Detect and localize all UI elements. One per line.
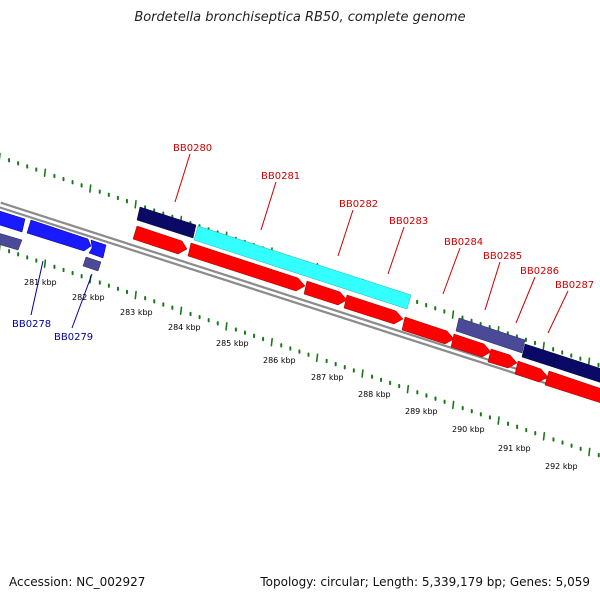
gene-label-bb0279[interactable]: BB0279	[54, 332, 93, 343]
inner-scale-major-tick	[406, 384, 410, 394]
tick-label-281: 281 kbp	[24, 278, 57, 287]
outer-scale-major-tick	[542, 341, 545, 351]
tick-label-285: 285 kbp	[216, 339, 249, 348]
genome-summary-text: Topology: circular; Length: 5,339,179 bp…	[260, 575, 590, 589]
leader-line-bb0282	[337, 209, 354, 257]
reverse-feature-b[interactable]	[82, 256, 102, 272]
gene-label-bb0287[interactable]: BB0287	[555, 280, 594, 291]
leader-line-bb0283	[387, 226, 405, 275]
outer-scale-major-tick	[134, 199, 137, 209]
inner-scale-major-tick	[452, 400, 455, 410]
cds-arrow-7[interactable]	[487, 348, 518, 369]
inner-scale-major-tick	[43, 259, 47, 268]
inner-scale-major-tick	[134, 290, 137, 300]
inner-scale-major-tick	[588, 447, 591, 457]
leader-line-bb0284	[442, 247, 461, 295]
highlight-cds-bb0281[interactable]	[193, 225, 412, 310]
leader-line-bb0281	[260, 181, 277, 231]
gene-label-bb0278[interactable]: BB0278	[12, 319, 51, 330]
inner-scale-ring	[0, 243, 600, 458]
gene-label-bb0280[interactable]: BB0280	[173, 143, 212, 154]
cds-arrow-3[interactable]	[303, 280, 348, 306]
leader-line-bb0286	[515, 276, 536, 324]
tick-label-287: 287 kbp	[311, 373, 344, 382]
gene-label-bb0282[interactable]: BB0282	[339, 199, 378, 210]
cds-arrow-2[interactable]	[187, 242, 306, 292]
gene-feature-bb0285[interactable]	[455, 317, 526, 354]
gene-feature-bb0278[interactable]	[0, 208, 26, 233]
outer-scale-major-tick	[451, 310, 455, 319]
upper-strand-features	[0, 206, 600, 383]
inner-scale-major-tick	[542, 431, 546, 441]
gene-feature-bb0280[interactable]	[136, 206, 197, 239]
cds-arrow-6[interactable]	[450, 333, 492, 358]
tick-label-289: 289 kbp	[405, 407, 438, 416]
outer-scale-major-tick	[89, 184, 92, 193]
leader-line-bb0278	[30, 260, 44, 316]
leader-line-bb0280	[174, 153, 191, 203]
leader-line-bb0285	[484, 261, 501, 311]
gene-label-bb0284[interactable]: BB0284	[444, 237, 483, 248]
inner-scale-major-tick	[497, 416, 500, 425]
gene-feature-bb0279b[interactable]	[88, 239, 107, 259]
inner-scale-major-tick	[179, 306, 183, 316]
inner-scale-major-tick	[225, 322, 228, 331]
scale-tick-labels: 281 kbp 282 kbp 283 kbp 284 kbp 285 kbp …	[24, 278, 578, 471]
cds-arrow-5[interactable]	[401, 316, 455, 345]
inner-scale-major-tick	[270, 337, 273, 347]
accession-text: Accession: NC_002927	[9, 575, 146, 589]
reverse-gene-labels: BB0278 BB0279	[12, 260, 93, 343]
tick-label-282: 282 kbp	[72, 293, 105, 302]
gene-label-bb0281[interactable]: BB0281	[261, 171, 300, 182]
tick-label-288: 288 kbp	[358, 390, 391, 399]
leader-line-bb0287	[547, 290, 569, 334]
tick-label-290: 290 kbp	[452, 425, 485, 434]
gene-feature-bb0287[interactable]	[552, 353, 600, 383]
inner-scale-major-tick	[361, 369, 364, 378]
leader-line-bb0279	[71, 273, 93, 329]
tick-label-286: 286 kbp	[263, 356, 296, 365]
backbone-highlight	[0, 203, 600, 400]
tick-label-283: 283 kbp	[120, 308, 153, 317]
gene-label-bb0283[interactable]: BB0283	[389, 216, 428, 227]
genome-backbone	[0, 201, 600, 402]
gene-feature-bb0286[interactable]	[521, 343, 557, 368]
cds-arrow-8[interactable]	[514, 360, 549, 383]
tick-label-292: 292 kbp	[545, 462, 578, 471]
forward-gene-labels: BB0280 BB0281 BB0282 BB0283 BB0284 BB028…	[173, 143, 594, 334]
cds-arrow-1[interactable]	[132, 225, 188, 255]
gene-feature-bb0279[interactable]	[26, 219, 92, 252]
lower-strand-cds	[0, 225, 600, 403]
outer-scale-major-tick	[587, 357, 591, 367]
cds-arrow-4[interactable]	[343, 294, 404, 325]
gene-label-bb0286[interactable]: BB0286	[520, 266, 559, 277]
tick-label-291: 291 kbp	[498, 444, 531, 453]
reverse-feature-a[interactable]	[0, 232, 23, 251]
cds-arrow-9[interactable]	[544, 370, 600, 403]
outer-scale-major-tick	[43, 168, 47, 178]
gene-label-bb0285[interactable]: BB0285	[483, 251, 522, 262]
map-title: Bordetella bronchiseptica RB50, complete…	[134, 10, 466, 25]
tick-label-284: 284 kbp	[168, 323, 201, 332]
inner-scale-major-tick	[315, 353, 319, 363]
